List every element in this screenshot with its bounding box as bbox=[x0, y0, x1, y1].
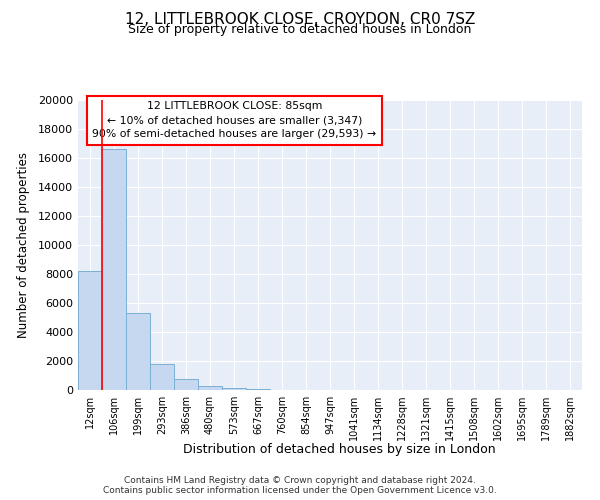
Y-axis label: Number of detached properties: Number of detached properties bbox=[17, 152, 29, 338]
Bar bbox=[150, 364, 174, 390]
Text: Distribution of detached houses by size in London: Distribution of detached houses by size … bbox=[182, 442, 496, 456]
Bar bbox=[222, 388, 246, 390]
Bar bbox=[78, 271, 102, 390]
Bar bbox=[246, 389, 270, 390]
Bar bbox=[174, 379, 198, 390]
Bar bbox=[102, 150, 126, 390]
Text: Contains public sector information licensed under the Open Government Licence v3: Contains public sector information licen… bbox=[103, 486, 497, 495]
Bar bbox=[126, 313, 150, 390]
Text: 12, LITTLEBROOK CLOSE, CROYDON, CR0 7SZ: 12, LITTLEBROOK CLOSE, CROYDON, CR0 7SZ bbox=[125, 12, 475, 28]
Text: Contains HM Land Registry data © Crown copyright and database right 2024.: Contains HM Land Registry data © Crown c… bbox=[124, 476, 476, 485]
Bar bbox=[198, 386, 222, 390]
Text: 12 LITTLEBROOK CLOSE: 85sqm
← 10% of detached houses are smaller (3,347)
90% of : 12 LITTLEBROOK CLOSE: 85sqm ← 10% of det… bbox=[92, 102, 376, 140]
Text: Size of property relative to detached houses in London: Size of property relative to detached ho… bbox=[128, 24, 472, 36]
